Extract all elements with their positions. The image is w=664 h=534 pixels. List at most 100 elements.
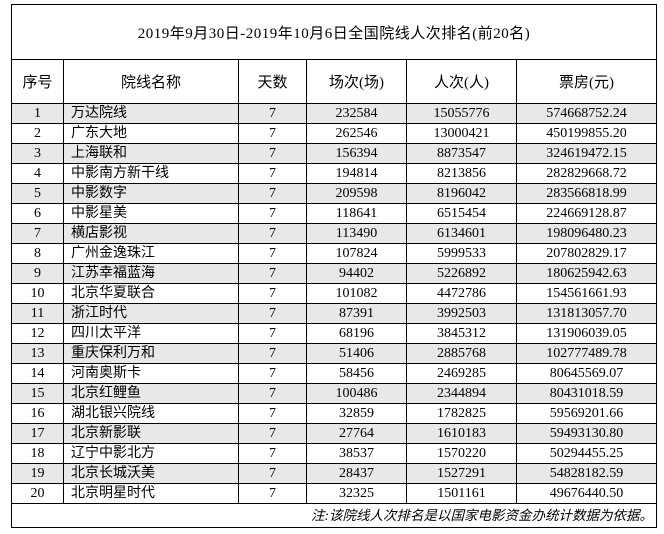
sessions-cell: 232584: [306, 103, 407, 124]
name-cell: 湖北银兴院线: [63, 403, 239, 424]
sessions-cell: 118641: [306, 203, 407, 224]
name-cell: 广州金逸珠江: [63, 243, 239, 264]
rank-cell: 9: [11, 263, 64, 284]
table-row: 12 四川太平洋 7 68196 3845312 131906039.05: [11, 323, 658, 344]
days-cell: 7: [238, 223, 307, 244]
days-cell: 7: [238, 343, 307, 364]
box_office-cell: 131906039.05: [515, 323, 658, 344]
rank-cell: 15: [11, 383, 64, 404]
admissions-cell: 5226892: [406, 263, 517, 284]
table-row: 20 北京明星时代 7 32325 1501161 49676440.50: [11, 483, 658, 504]
column-header-row: 序号 院线名称 天数 场次(场) 人次(人) 票房(元): [11, 59, 658, 104]
days-cell: 7: [238, 323, 307, 344]
column-header-days: 天数: [238, 59, 307, 104]
box_office-cell: 49676440.50: [515, 483, 658, 504]
box_office-cell: 154561661.93: [515, 283, 658, 304]
sessions-cell: 100486: [306, 383, 407, 404]
admissions-cell: 1501161: [406, 483, 517, 504]
admissions-cell: 8196042: [406, 183, 517, 204]
table-row: 2 广东大地 7 262546 13000421 450199855.20: [11, 123, 658, 144]
rank-cell: 3: [11, 143, 64, 164]
admissions-cell: 1610183: [406, 423, 517, 444]
box_office-cell: 54828182.59: [515, 463, 658, 484]
box_office-cell: 574668752.24: [515, 103, 658, 124]
name-cell: 辽宁中影北方: [63, 443, 239, 464]
box_office-cell: 283566818.99: [515, 183, 658, 204]
days-cell: 7: [238, 383, 307, 404]
days-cell: 7: [238, 263, 307, 284]
sessions-cell: 32859: [306, 403, 407, 424]
name-cell: 中影星美: [63, 203, 239, 224]
admissions-cell: 3992503: [406, 303, 517, 324]
sessions-cell: 107824: [306, 243, 407, 264]
rank-cell: 2: [11, 123, 64, 144]
admissions-cell: 4472786: [406, 283, 517, 304]
name-cell: 北京长城沃美: [63, 463, 239, 484]
table-row: 18 辽宁中影北方 7 38537 1570220 50294455.25: [11, 443, 658, 464]
rank-cell: 19: [11, 463, 64, 484]
admissions-cell: 3845312: [406, 323, 517, 344]
column-header-box_office: 票房(元): [515, 59, 658, 104]
name-cell: 北京新影联: [63, 423, 239, 444]
name-cell: 河南奥斯卡: [63, 363, 239, 384]
admissions-cell: 1527291: [406, 463, 517, 484]
sessions-cell: 156394: [306, 143, 407, 164]
box_office-cell: 198096480.23: [515, 223, 658, 244]
name-cell: 广东大地: [63, 123, 239, 144]
days-cell: 7: [238, 103, 307, 124]
table-row: 17 北京新影联 7 27764 1610183 59493130.80: [11, 423, 658, 444]
rank-cell: 8: [11, 243, 64, 264]
admissions-cell: 13000421: [406, 123, 517, 144]
days-cell: 7: [238, 363, 307, 384]
sessions-cell: 113490: [306, 223, 407, 244]
rank-cell: 18: [11, 443, 64, 464]
sessions-cell: 87391: [306, 303, 407, 324]
rank-cell: 11: [11, 303, 64, 324]
rank-cell: 4: [11, 163, 64, 184]
table-row: 6 中影星美 7 118641 6515454 224669128.87: [11, 203, 658, 224]
days-cell: 7: [238, 483, 307, 504]
box_office-cell: 59493130.80: [515, 423, 658, 444]
box_office-cell: 131813057.70: [515, 303, 658, 324]
rank-cell: 12: [11, 323, 64, 344]
sessions-cell: 209598: [306, 183, 407, 204]
sessions-cell: 58456: [306, 363, 407, 384]
days-cell: 7: [238, 463, 307, 484]
sessions-cell: 194814: [306, 163, 407, 184]
days-cell: 7: [238, 443, 307, 464]
sessions-cell: 94402: [306, 263, 407, 284]
days-cell: 7: [238, 243, 307, 264]
days-cell: 7: [238, 163, 307, 184]
name-cell: 中影数字: [63, 183, 239, 204]
admissions-cell: 6134601: [406, 223, 517, 244]
table-row: 1 万达院线 7 232584 15055776 574668752.24: [11, 103, 658, 124]
title-row: 2019年9月30日-2019年10月6日全国院线人次排名(前20名): [10, 4, 658, 60]
column-header-sessions: 场次(场): [306, 59, 407, 104]
rank-cell: 7: [11, 223, 64, 244]
admissions-cell: 2885768: [406, 343, 517, 364]
table-row: 19 北京长城沃美 7 28437 1527291 54828182.59: [11, 463, 658, 484]
table-row: 7 横店影视 7 113490 6134601 198096480.23: [11, 223, 658, 244]
admissions-cell: 6515454: [406, 203, 517, 224]
box_office-cell: 102777489.78: [515, 343, 658, 364]
table-row: 14 河南奥斯卡 7 58456 2469285 80645569.07: [11, 363, 658, 384]
rank-cell: 10: [11, 283, 64, 304]
box_office-cell: 450199855.20: [515, 123, 658, 144]
rank-cell: 13: [11, 343, 64, 364]
table-row: 15 北京红鲤鱼 7 100486 2344894 80431018.59: [11, 383, 658, 404]
days-cell: 7: [238, 143, 307, 164]
cinema-chain-ranking-table: 2019年9月30日-2019年10月6日全国院线人次排名(前20名) 序号 院线…: [10, 4, 658, 528]
sessions-cell: 262546: [306, 123, 407, 144]
name-cell: 北京明星时代: [63, 483, 239, 504]
admissions-cell: 15055776: [406, 103, 517, 124]
admissions-cell: 8213856: [406, 163, 517, 184]
table-row: 10 北京华夏联合 7 101082 4472786 154561661.93: [11, 283, 658, 304]
sessions-cell: 51406: [306, 343, 407, 364]
rank-cell: 6: [11, 203, 64, 224]
sessions-cell: 101082: [306, 283, 407, 304]
admissions-cell: 1570220: [406, 443, 517, 464]
name-cell: 四川太平洋: [63, 323, 239, 344]
admissions-cell: 8873547: [406, 143, 517, 164]
column-header-name: 院线名称: [63, 59, 239, 104]
box_office-cell: 324619472.15: [515, 143, 658, 164]
